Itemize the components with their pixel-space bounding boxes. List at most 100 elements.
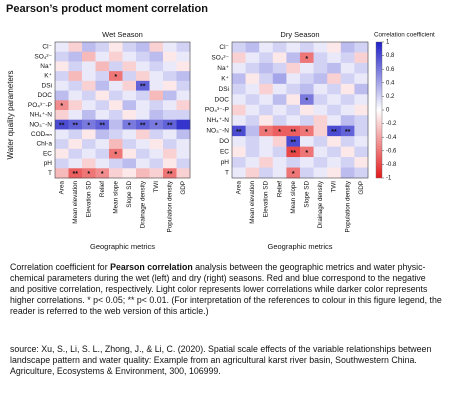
heatmap-cell (95, 42, 110, 53)
heatmap-cell (149, 139, 164, 150)
significance-star: * (87, 123, 90, 130)
heatmap-cell (68, 119, 83, 130)
column-label: Relief (276, 181, 283, 197)
heatmap-cell (245, 104, 260, 116)
heatmap-cell (109, 129, 123, 140)
y-axis-title: Water quality parameters (6, 70, 15, 159)
heatmap-cell (272, 146, 287, 158)
heatmap-cell (300, 94, 314, 106)
heatmap-cell (55, 148, 69, 159)
heatmap-cell (327, 125, 342, 137)
heatmap-cell (136, 129, 150, 140)
heatmap-cell (68, 100, 83, 111)
row-label: DOC (215, 96, 230, 103)
heatmap-cell (149, 51, 164, 62)
row-label: pH (44, 160, 53, 167)
heatmap-cell (313, 157, 328, 168)
colorbar-tick-label: 0.6 (386, 67, 395, 73)
heatmap-cell (163, 100, 177, 111)
heatmap-cell (327, 94, 342, 106)
heatmap-cell (300, 73, 314, 85)
heatmap-cell (136, 119, 150, 130)
heatmap-cell (82, 61, 96, 72)
heatmap-cell (327, 73, 342, 85)
heatmap-cell (272, 94, 287, 106)
heatmap-cell (300, 42, 314, 53)
heatmap-cell (163, 80, 177, 91)
heatmap-cell (149, 129, 164, 140)
heatmap-cell (68, 90, 83, 101)
heatmap-cell (259, 52, 274, 64)
heatmap-cell (232, 83, 246, 95)
heatmap-cell (55, 168, 69, 179)
figure: Pearson’s product moment correlation Wet… (6, 3, 435, 251)
heatmap-cell (176, 51, 191, 62)
row-label: PO₄³⁻-P (205, 107, 229, 114)
column-label: Mean elevation (72, 181, 79, 224)
row-label: EC (220, 149, 229, 156)
heatmap-cell (136, 168, 150, 179)
row-label: NH₄⁺-N (30, 112, 53, 119)
heatmap-cell (259, 104, 274, 116)
colorbar-tick-label: -1 (386, 176, 392, 182)
heatmap-cell (245, 42, 260, 53)
column-label: Area (58, 181, 65, 195)
heatmap-cell (109, 158, 123, 169)
heatmap-cell (109, 168, 123, 179)
heatmap-cell (109, 42, 123, 53)
heatmap-cell (176, 61, 191, 72)
heatmap-cell (286, 62, 301, 74)
heatmap-cell (340, 73, 355, 85)
heatmap-cell (82, 158, 96, 169)
heatmap-cell (313, 167, 328, 179)
heatmap-cell (82, 90, 96, 101)
heatmap-cell (109, 148, 123, 159)
significance-star: * (155, 123, 158, 130)
heatmap-cell (313, 42, 328, 53)
heatmap-cell (340, 125, 355, 137)
row-label: DO (219, 138, 229, 145)
heatmap-cell (327, 115, 342, 126)
heatmap-cell (136, 61, 150, 72)
heatmap-cell (300, 157, 314, 168)
heatmap-cell (300, 136, 314, 147)
heatmap-cell (176, 158, 191, 169)
heatmap-cell (136, 80, 150, 91)
heatmap-cell (68, 51, 83, 62)
significance-star: * (305, 56, 308, 63)
heatmap-cell (327, 83, 342, 95)
significance-star: ** (59, 123, 65, 130)
heatmap-cell (259, 73, 274, 85)
heatmap-cell (232, 157, 246, 168)
heatmap-cell (95, 61, 110, 72)
heatmap-cell (109, 90, 123, 101)
heatmap-cell (327, 146, 342, 158)
heatmap-cell (313, 94, 328, 106)
heatmap-cell (327, 136, 342, 147)
heatmap-cell (232, 167, 246, 179)
heatmap-cell (286, 125, 301, 137)
heatmap-cell (354, 136, 369, 147)
heatmap-cell (354, 125, 369, 137)
panel-title: Dry Season (280, 30, 319, 39)
column-label: GDP (358, 181, 365, 195)
heatmap-cell (68, 139, 83, 150)
row-label: Na⁺ (40, 63, 52, 70)
heatmap-cell (122, 80, 137, 91)
heatmap-cell (327, 104, 342, 116)
heatmap-cell (82, 51, 96, 62)
heatmap-cell (68, 148, 83, 159)
heatmap-cell (327, 42, 342, 53)
heatmap-cell (82, 100, 96, 111)
column-label: GDP (180, 181, 187, 195)
heatmap-cell (55, 90, 69, 101)
heatmap-cell (95, 110, 110, 121)
row-label: DOC (38, 92, 53, 99)
caption: Correlation coefficient for Pearson corr… (10, 262, 442, 317)
row-label: DSi (42, 82, 52, 89)
significance-star: * (87, 171, 90, 178)
significance-star: * (278, 129, 281, 136)
heatmap-cell (136, 51, 150, 62)
heatmap-cell (313, 146, 328, 158)
